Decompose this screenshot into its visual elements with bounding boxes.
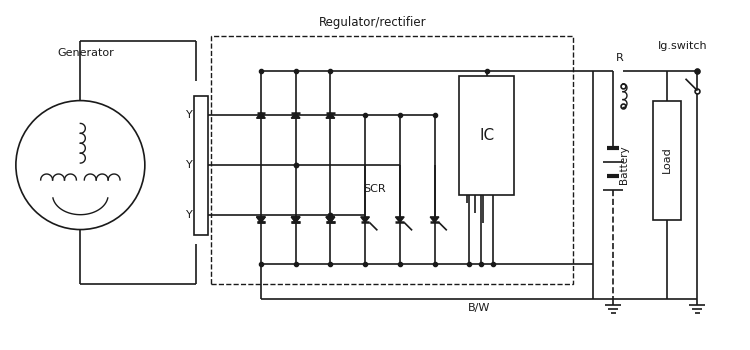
Bar xyxy=(652,100,680,220)
Text: Y: Y xyxy=(186,160,193,170)
Text: Y: Y xyxy=(186,111,193,120)
Text: Y: Y xyxy=(186,210,193,220)
Text: Load: Load xyxy=(662,147,672,174)
Text: Generator: Generator xyxy=(58,48,114,58)
Polygon shape xyxy=(430,217,439,222)
Polygon shape xyxy=(291,217,300,222)
Polygon shape xyxy=(256,217,265,222)
Polygon shape xyxy=(256,113,265,118)
Polygon shape xyxy=(291,217,300,222)
Polygon shape xyxy=(326,217,334,222)
Bar xyxy=(211,36,574,284)
Polygon shape xyxy=(361,217,370,222)
Polygon shape xyxy=(291,113,300,118)
Polygon shape xyxy=(326,113,334,118)
Bar xyxy=(194,96,208,235)
Text: Regulator/rectifier: Regulator/rectifier xyxy=(319,16,426,29)
Text: Battery: Battery xyxy=(619,146,629,184)
Text: B/W: B/W xyxy=(468,303,490,313)
Text: Ig.switch: Ig.switch xyxy=(658,41,707,51)
Polygon shape xyxy=(395,217,404,222)
Polygon shape xyxy=(256,217,265,222)
Polygon shape xyxy=(326,217,334,222)
Text: IC: IC xyxy=(479,128,494,143)
Text: R: R xyxy=(616,53,624,63)
Text: SCR: SCR xyxy=(363,184,386,194)
Bar xyxy=(459,76,514,195)
